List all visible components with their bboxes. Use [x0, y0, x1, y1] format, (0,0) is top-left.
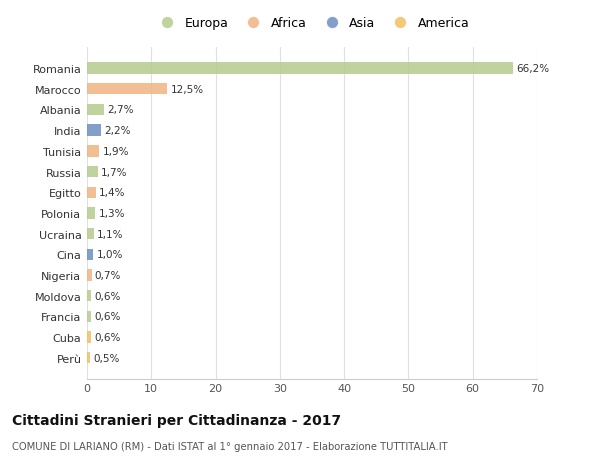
Bar — [87, 270, 91, 281]
Text: Cittadini Stranieri per Cittadinanza - 2017: Cittadini Stranieri per Cittadinanza - 2… — [12, 413, 341, 427]
Text: 1,3%: 1,3% — [98, 208, 125, 218]
Bar — [87, 187, 96, 198]
Text: 12,5%: 12,5% — [170, 84, 203, 95]
Text: 0,6%: 0,6% — [94, 291, 121, 301]
Bar — [87, 105, 104, 116]
Bar — [87, 63, 512, 74]
Bar — [87, 311, 91, 322]
Text: 2,2%: 2,2% — [104, 126, 131, 136]
Text: 0,7%: 0,7% — [95, 270, 121, 280]
Bar — [87, 167, 98, 178]
Bar — [87, 353, 90, 364]
Text: 0,6%: 0,6% — [94, 312, 121, 322]
Text: 0,5%: 0,5% — [94, 353, 120, 363]
Text: 66,2%: 66,2% — [516, 64, 549, 74]
Bar — [87, 84, 167, 95]
Bar — [87, 291, 91, 302]
Bar — [87, 249, 94, 260]
Bar — [87, 332, 91, 343]
Bar — [87, 208, 95, 219]
Bar — [87, 125, 101, 136]
Text: 1,9%: 1,9% — [103, 146, 129, 157]
Legend: Europa, Africa, Asia, America: Europa, Africa, Asia, America — [149, 12, 475, 35]
Text: 1,7%: 1,7% — [101, 167, 128, 177]
Text: 0,6%: 0,6% — [94, 332, 121, 342]
Bar — [87, 146, 99, 157]
Text: 1,4%: 1,4% — [99, 188, 126, 198]
Text: 1,1%: 1,1% — [97, 229, 124, 239]
Bar — [87, 229, 94, 240]
Text: 1,0%: 1,0% — [97, 250, 123, 260]
Text: COMUNE DI LARIANO (RM) - Dati ISTAT al 1° gennaio 2017 - Elaborazione TUTTITALIA: COMUNE DI LARIANO (RM) - Dati ISTAT al 1… — [12, 441, 448, 451]
Text: 2,7%: 2,7% — [107, 105, 134, 115]
